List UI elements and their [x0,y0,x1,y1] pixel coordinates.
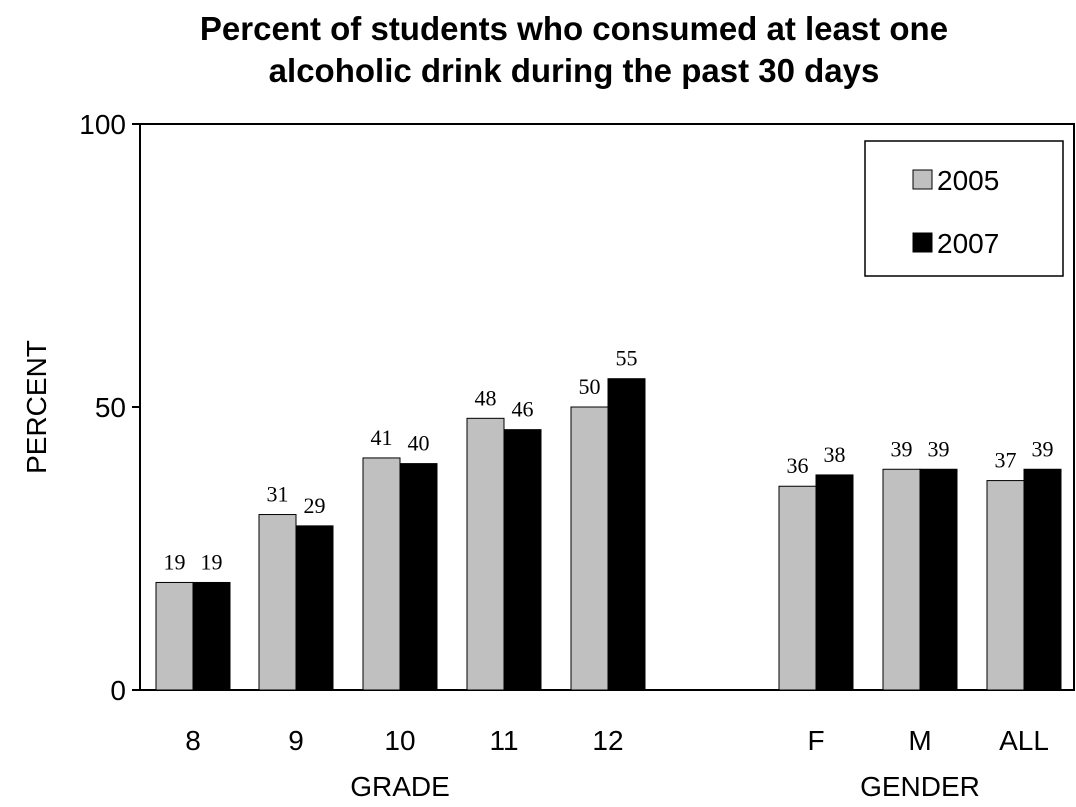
bar-2005-F [778,485,817,691]
bars [155,378,1062,691]
chart-title-line-2: alcoholic drink during the past 30 days [269,52,880,89]
value-label-2007-10: 40 [408,431,430,456]
value-label-2007-ALL: 39 [1032,436,1054,461]
legend: 2005 2007 [864,140,1064,277]
legend-box [864,140,1064,277]
y-tick-label: 100 [79,109,126,140]
chart-title-line-1: Percent of students who consumed at leas… [200,10,948,47]
y-tick-label: 0 [110,675,126,706]
bar-2007-M [919,468,958,691]
value-label-2005-M: 39 [891,436,913,461]
value-label-2005-10: 41 [371,425,393,450]
value-label-2005-12: 50 [579,374,601,399]
bar-2005-10 [362,457,401,691]
legend-swatch-2007 [912,232,933,253]
value-label-2005-11: 48 [475,385,497,410]
value-labels: 19 31 41 48 50 36 39 37 19 29 40 46 55 38 39 39 [164,346,1054,575]
bar-2007-ALL [1023,468,1062,691]
group-label-gender: GENDER [860,771,980,802]
bar-2005-M [882,468,921,691]
x-tick-label: M [908,725,931,756]
bar-2005-12 [570,406,609,691]
value-label-2005-8: 19 [164,549,186,574]
bar-2007-F [815,474,854,691]
x-tick-label: F [807,725,824,756]
value-label-2007-8: 19 [201,549,223,574]
value-label-2007-9: 29 [304,493,326,518]
value-label-2005-F: 36 [787,453,809,478]
bar-2005-9 [258,514,297,691]
x-tick-label: 10 [384,725,415,756]
group-label-grade: GRADE [350,771,450,802]
value-label-2007-11: 46 [512,397,534,422]
value-label-2005-ALL: 37 [995,448,1017,473]
bar-2007-11 [503,429,542,691]
value-label-2007-F: 38 [824,442,846,467]
legend-label-2007: 2007 [937,228,999,259]
value-label-2005-9: 31 [267,482,289,507]
y-axis-label: PERCENT [21,340,52,474]
y-ticks: 0 50 100 [79,109,140,706]
x-ticks: 8 9 10 11 12 F M ALL [185,725,1049,756]
bar-2005-11 [466,417,505,691]
x-tick-label: 12 [592,725,623,756]
bar-2005-8 [155,581,194,691]
bar-2007-8 [192,581,231,691]
bar-2007-9 [295,525,334,691]
x-tick-label: 8 [185,725,201,756]
group-labels: GRADE GENDER [350,771,980,802]
x-tick-label: 9 [288,725,304,756]
value-label-2007-12: 55 [616,346,638,371]
value-label-2007-M: 39 [928,436,950,461]
legend-label-2005: 2005 [937,165,999,196]
x-tick-label: ALL [999,725,1049,756]
y-tick-label: 50 [95,392,126,423]
x-tick-label: 11 [489,725,518,756]
bar-2007-10 [399,463,438,691]
bar-2007-12 [607,378,646,691]
legend-swatch-2005 [912,169,933,190]
bar-2005-ALL [986,480,1025,691]
